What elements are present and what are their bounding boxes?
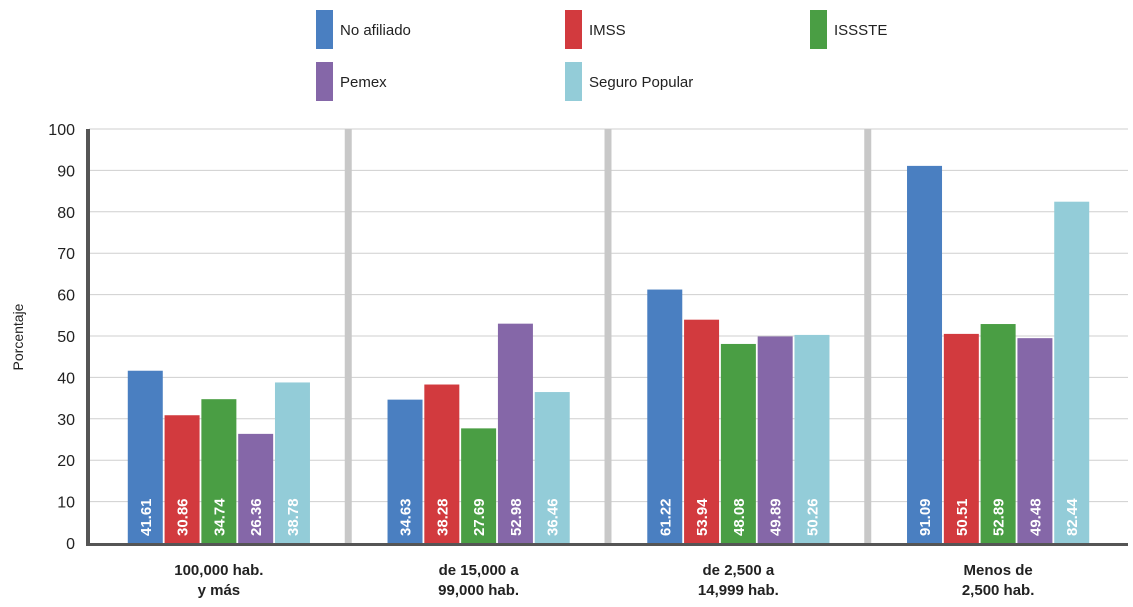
bar-value-label: 38.78 [285,498,302,536]
legend-swatch [316,10,333,49]
category-label: y más [198,582,241,599]
bar-value-label: 38.28 [434,498,451,536]
group-separator [604,129,612,543]
bar-value-label: 52.98 [508,498,525,536]
bar-value-label: 30.86 [175,498,192,536]
bar [461,428,497,543]
legend-label: IMSS [589,22,626,39]
y-tick-label: 70 [57,246,75,263]
y-tick-label: 90 [57,163,75,180]
bar [497,323,533,543]
group-separator [864,129,872,543]
bar [164,415,200,543]
y-axis-line [86,129,90,546]
bar [943,333,979,543]
bar [201,399,237,543]
legend-label: No afiliado [340,22,411,39]
bar-value-label: 41.61 [138,498,155,536]
bar-value-label: 34.74 [211,498,228,536]
bar [794,334,830,543]
group-separators [344,129,872,543]
legend-swatch [316,62,333,101]
bar [274,382,310,543]
y-tick-label: 60 [57,288,75,305]
bar [980,324,1016,543]
legend-label: Seguro Popular [589,74,693,91]
bar-value-label: 27.69 [471,498,488,536]
category-label: 2,500 hab. [962,582,1035,599]
axes [86,129,1128,546]
bar-value-label: 53.94 [694,498,711,536]
bar-value-label: 61.22 [657,498,674,536]
legend-swatch [810,10,827,49]
bar [424,384,460,543]
y-tick-label: 0 [66,536,75,553]
y-tick-label: 80 [57,205,75,222]
bar [238,433,274,543]
bar [534,392,570,543]
category-label: 100,000 hab. [174,562,263,579]
category-label: de 15,000 a [439,562,520,579]
legend-label: ISSSTE [834,22,887,39]
bar-value-label: 49.48 [1027,498,1044,536]
bar-value-label: 48.08 [731,498,748,536]
bar [1054,201,1090,543]
bar-value-label: 52.89 [991,498,1008,536]
bar-value-label: 50.51 [954,498,971,536]
y-tick-label: 40 [57,370,75,387]
bar [1017,338,1053,543]
y-tick-label: 100 [48,122,75,139]
bar-value-label: 91.09 [917,498,934,536]
legend-swatch [565,10,582,49]
bar-value-label: 49.89 [768,498,785,536]
bar [720,343,756,543]
bar-value-label: 50.26 [804,498,821,536]
y-axis-ticks: 0 10 20 30 40 50 60 70 80 90 100 [48,122,75,553]
legend-label: Pemex [340,74,387,91]
bar [684,319,720,543]
x-axis-line [86,543,1128,546]
category-labels: 100,000 hab. y más de 15,000 a 99,000 hab. d… [174,562,1034,599]
category-label: 99,000 hab. [438,582,519,599]
bars: 41.61 30.86 34.74 26.36 38.78 34.63 38.28 27.69… [127,165,1090,544]
y-tick-label: 20 [57,453,75,470]
category-label: de 2,500 a [703,562,775,579]
bar-value-label: 82.44 [1064,498,1081,536]
category-label: Menos de [964,562,1033,579]
bar [387,399,423,543]
bar-value-label: 26.36 [248,498,265,536]
category-label: 14,999 hab. [698,582,779,599]
y-tick-label: 50 [57,329,75,346]
legend-swatch [565,62,582,101]
legend: No afiliado IMSS ISSSTE Pemex Seguro Popular [316,10,887,101]
group-separator [344,129,352,543]
y-tick-label: 10 [57,495,75,512]
bar [907,165,943,544]
y-tick-label: 30 [57,412,75,429]
bar-value-label: 36.46 [545,498,562,536]
bar [127,370,163,543]
y-axis-label: Porcentaje [10,303,26,370]
bar-value-label: 34.63 [398,498,415,536]
bar [757,336,793,543]
bar [647,289,683,543]
